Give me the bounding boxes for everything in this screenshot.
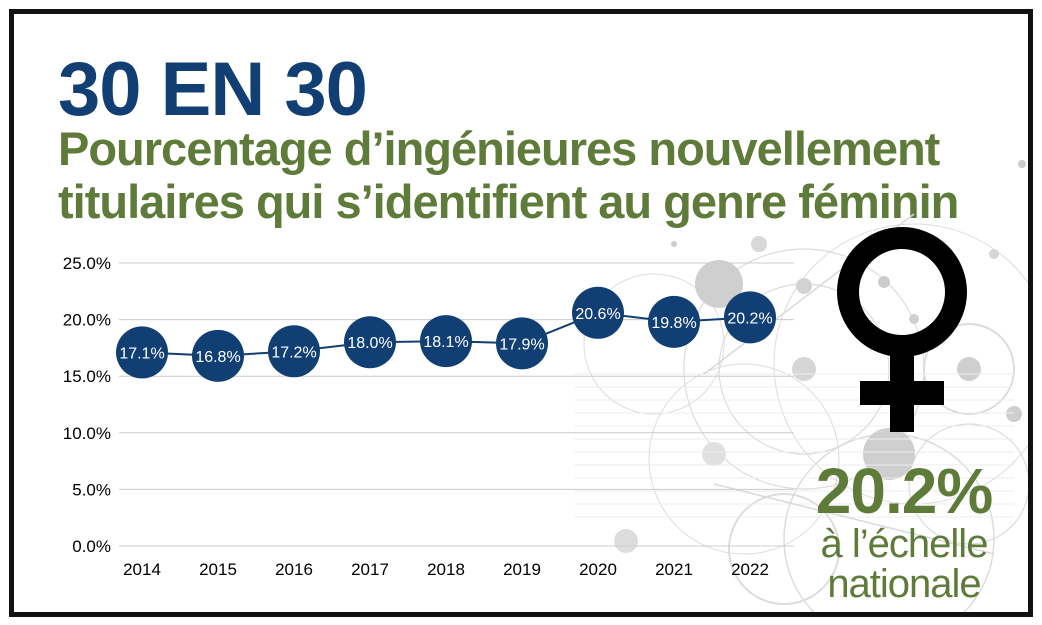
- data-label: 18.1%: [423, 334, 468, 351]
- national-value: 20.2%: [815, 455, 993, 527]
- decorative-background: [574, 160, 1028, 612]
- x-tick-label: 2015: [199, 560, 237, 579]
- national-caption-line-1: à l’échelle: [820, 522, 989, 566]
- national-highlight: 20.2% à l’échelle nationale: [784, 458, 1024, 604]
- data-label: 18.0%: [347, 335, 392, 352]
- infographic-frame: 30 EN 30 Pourcentage d’ingénieures nouve…: [9, 9, 1033, 617]
- data-label: 20.2%: [727, 310, 772, 327]
- female-symbol-icon: [837, 227, 967, 432]
- data-label: 17.2%: [271, 344, 316, 361]
- decorative-ring: [583, 273, 725, 415]
- y-tick-label: 5.0%: [72, 480, 111, 499]
- decorative-ring: [728, 493, 840, 605]
- female-symbol-ring: [837, 227, 967, 357]
- data-point: [724, 291, 776, 344]
- decorative-ring: [648, 363, 840, 555]
- subtitle-line-1: Pourcentage d’ingénieures nouvellement: [58, 122, 940, 175]
- data-label: 17.9%: [499, 336, 544, 353]
- x-tick-label: 2014: [123, 560, 161, 579]
- x-tick-label: 2022: [731, 560, 769, 579]
- subtitle: Pourcentage d’ingénieures nouvellement t…: [58, 122, 959, 228]
- data-point: [268, 325, 320, 378]
- data-point: [648, 295, 700, 348]
- decorative-dot: [671, 241, 677, 247]
- data-point: [192, 329, 244, 382]
- decorative-dot: [909, 314, 919, 324]
- y-tick-label: 15.0%: [63, 367, 111, 386]
- x-tick-label: 2021: [655, 560, 693, 579]
- data-label: 19.8%: [651, 315, 696, 332]
- data-point: [116, 326, 168, 379]
- decorative-dot: [989, 249, 999, 259]
- decorative-dot: [796, 278, 812, 294]
- y-tick-label: 10.0%: [63, 424, 111, 443]
- decorative-dot: [878, 276, 890, 288]
- y-tick-label: 0.0%: [72, 537, 111, 556]
- x-tick-label: 2020: [579, 560, 617, 579]
- decorative-dot: [792, 357, 816, 381]
- data-label: 17.1%: [119, 345, 164, 362]
- data-point: [572, 286, 624, 339]
- decorative-dot: [1006, 406, 1022, 422]
- decorative-dot: [614, 529, 638, 553]
- data-label: 20.6%: [575, 306, 620, 323]
- decorative-dot: [751, 236, 767, 252]
- decorative-line: [713, 483, 995, 555]
- decorative-ring: [923, 323, 1015, 415]
- headline: 30 EN 30: [58, 47, 368, 132]
- decorative-dot: [702, 442, 726, 466]
- decorative-dot: [957, 357, 981, 381]
- x-tick-label: 2019: [503, 560, 541, 579]
- decorative-dot: [1018, 160, 1026, 168]
- data-point: [496, 317, 548, 370]
- decorative-ring: [908, 423, 1028, 545]
- data-point: [420, 315, 472, 368]
- line-chart: 0.0% 5.0% 10.0% 15.0% 20.0% 25.0% 2014 2015 2016…: [63, 160, 1028, 612]
- decorative-dot: [863, 428, 915, 480]
- x-tick-label: 2016: [275, 560, 313, 579]
- subtitle-line-2: titulaires qui s’identifient au genre fé…: [58, 175, 959, 228]
- x-tick-label: 2017: [351, 560, 389, 579]
- x-tick-label: 2018: [427, 560, 465, 579]
- y-tick-label: 20.0%: [63, 311, 111, 330]
- decorative-dot: [695, 260, 743, 308]
- female-symbol-crossbar: [860, 381, 944, 405]
- y-tick-label: 25.0%: [63, 254, 111, 273]
- data-point: [344, 316, 396, 369]
- data-label: 16.8%: [195, 349, 240, 366]
- national-caption-line-2: nationale: [827, 562, 981, 606]
